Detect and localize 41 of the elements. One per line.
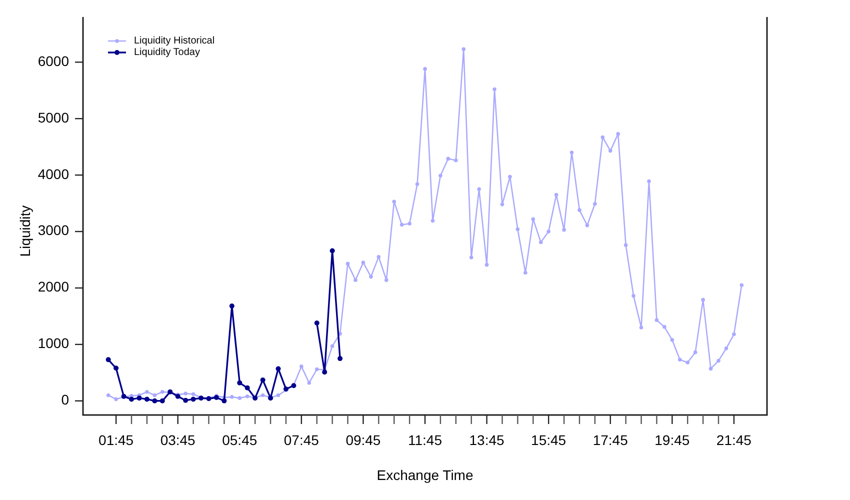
x-tick-label: 01:45 (98, 432, 134, 448)
y-tick-label: 6000 (38, 52, 70, 69)
point (330, 248, 335, 254)
x-tick-label: 19:45 (654, 432, 690, 448)
y-tick-label: 0 (61, 392, 70, 408)
point (314, 320, 320, 326)
point (136, 396, 142, 401)
point (222, 398, 227, 404)
point (106, 357, 111, 362)
point (237, 380, 242, 386)
x-tick-label: 03:45 (160, 432, 196, 448)
x-tick-label: 21:45 (716, 432, 752, 448)
point (260, 378, 266, 382)
x-tick-label: 11:45 (408, 432, 442, 448)
point (129, 396, 134, 402)
point (338, 356, 343, 362)
point (229, 304, 234, 309)
y-tick-label: 2000 (38, 278, 70, 295)
point (160, 398, 165, 404)
x-tick-label: 07:45 (284, 432, 320, 448)
x-tick-label: 05:45 (222, 432, 258, 448)
x-tick-label: 17:45 (592, 432, 628, 448)
x-axis-title: Exchange Time (376, 467, 474, 483)
x-tick-label: 15:45 (531, 432, 566, 448)
y-tick-label: 3000 (38, 222, 70, 238)
y-tick-label: 1000 (38, 335, 70, 352)
legend-label: Liquidity Historical (134, 36, 215, 47)
point (276, 366, 281, 372)
y-tick-label: 4000 (38, 166, 70, 182)
point (190, 396, 196, 402)
point (322, 370, 328, 375)
y-axis-title: Liquidity (17, 205, 33, 257)
legend-label: Liquidity Today (134, 47, 200, 58)
x-tick-label: 09:45 (346, 432, 381, 448)
point (114, 366, 119, 371)
y-tick-label: 5000 (38, 109, 70, 126)
point (152, 398, 158, 404)
x-tick-label: 13:45 (469, 432, 505, 448)
point (183, 398, 188, 403)
point (144, 396, 150, 402)
point (244, 385, 250, 390)
